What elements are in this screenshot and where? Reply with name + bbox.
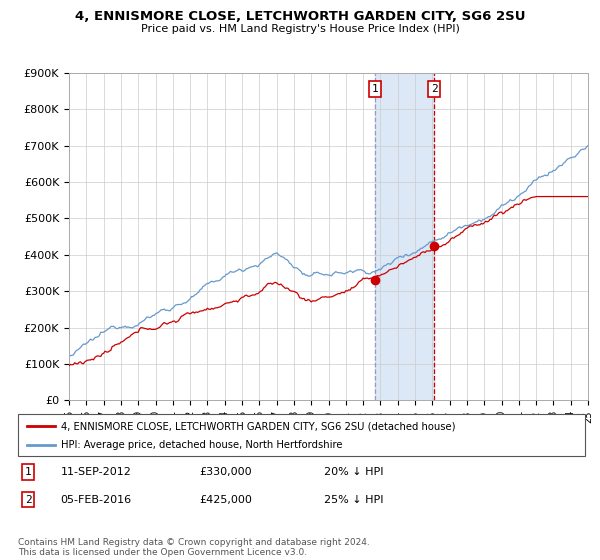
Text: 20% ↓ HPI: 20% ↓ HPI bbox=[324, 467, 383, 477]
Text: Price paid vs. HM Land Registry's House Price Index (HPI): Price paid vs. HM Land Registry's House … bbox=[140, 24, 460, 34]
Text: HPI: Average price, detached house, North Hertfordshire: HPI: Average price, detached house, Nort… bbox=[61, 440, 342, 450]
Text: £425,000: £425,000 bbox=[199, 494, 253, 505]
Text: 2: 2 bbox=[431, 84, 437, 94]
Text: 2: 2 bbox=[25, 494, 32, 505]
Text: £330,000: £330,000 bbox=[199, 467, 252, 477]
Text: 05-FEB-2016: 05-FEB-2016 bbox=[61, 494, 131, 505]
FancyBboxPatch shape bbox=[18, 414, 585, 456]
Text: 4, ENNISMORE CLOSE, LETCHWORTH GARDEN CITY, SG6 2SU: 4, ENNISMORE CLOSE, LETCHWORTH GARDEN CI… bbox=[75, 10, 525, 23]
Text: Contains HM Land Registry data © Crown copyright and database right 2024.
This d: Contains HM Land Registry data © Crown c… bbox=[18, 538, 370, 557]
Text: 4, ENNISMORE CLOSE, LETCHWORTH GARDEN CITY, SG6 2SU (detached house): 4, ENNISMORE CLOSE, LETCHWORTH GARDEN CI… bbox=[61, 421, 455, 431]
Text: 1: 1 bbox=[372, 84, 379, 94]
Text: 25% ↓ HPI: 25% ↓ HPI bbox=[324, 494, 383, 505]
Bar bbox=[375, 73, 434, 400]
Text: 11-SEP-2012: 11-SEP-2012 bbox=[61, 467, 131, 477]
Text: 1: 1 bbox=[25, 467, 32, 477]
